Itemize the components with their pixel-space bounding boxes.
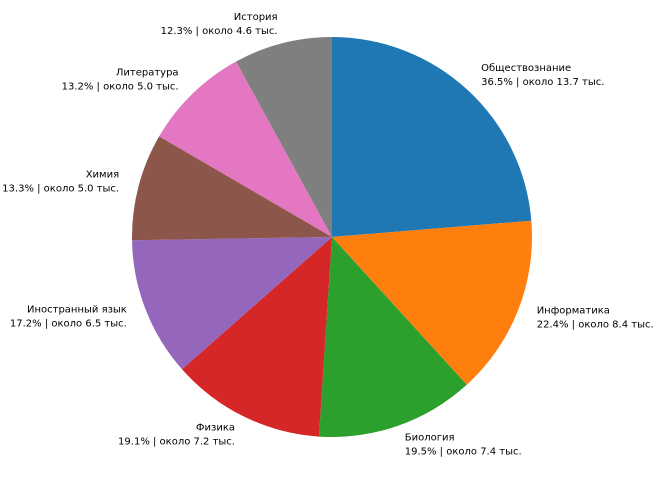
pie-slice (159, 61, 332, 238)
slice-label: Химия (86, 169, 119, 180)
slice-label: История (234, 12, 278, 23)
value-label: 19.1% | около 7.2 тыс. (118, 436, 235, 447)
value-label: 36.5% | около 13.7 тыс. (481, 77, 604, 88)
value-label: 13.3% | около 5.0 тыс. (2, 183, 119, 194)
value-label: 13.2% | около 5.0 тыс. (62, 81, 179, 92)
slice-label: Иностранный язык (27, 304, 127, 315)
slice-label: Информатика (537, 306, 610, 317)
pie-slice (132, 136, 332, 241)
pie-slice (132, 237, 332, 370)
value-label: 12.3% | около 4.6 тыс. (161, 26, 278, 37)
pie-slice (332, 37, 532, 237)
slice-label: Биология (405, 433, 455, 444)
pie-slice (318, 237, 467, 437)
slice-label: Литература (116, 67, 179, 78)
pie-slice (236, 37, 332, 237)
value-label: 19.5% | около 7.4 тыс. (405, 447, 522, 458)
value-label: 22.4% | около 8.4 тыс. (537, 320, 654, 331)
pie-slice (182, 237, 332, 437)
slice-label: Физика (196, 422, 235, 433)
slice-label: Обществознание (481, 63, 571, 74)
value-label: 17.2% | около 6.5 тыс. (10, 318, 127, 329)
pie-slice (332, 220, 532, 385)
